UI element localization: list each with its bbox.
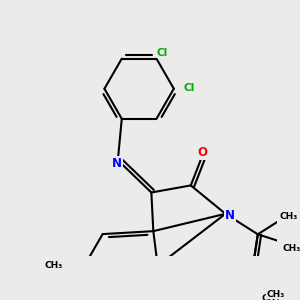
Text: N: N (225, 209, 235, 222)
Text: CH₃: CH₃ (266, 290, 285, 299)
Text: O: O (198, 146, 208, 159)
Text: CH₃: CH₃ (262, 294, 280, 300)
Text: Cl: Cl (157, 48, 168, 58)
Text: CH₃: CH₃ (45, 261, 63, 270)
Text: CH₃: CH₃ (279, 212, 297, 221)
Text: Cl: Cl (183, 82, 194, 92)
Text: CH₃: CH₃ (283, 244, 300, 253)
Text: N: N (112, 157, 122, 170)
